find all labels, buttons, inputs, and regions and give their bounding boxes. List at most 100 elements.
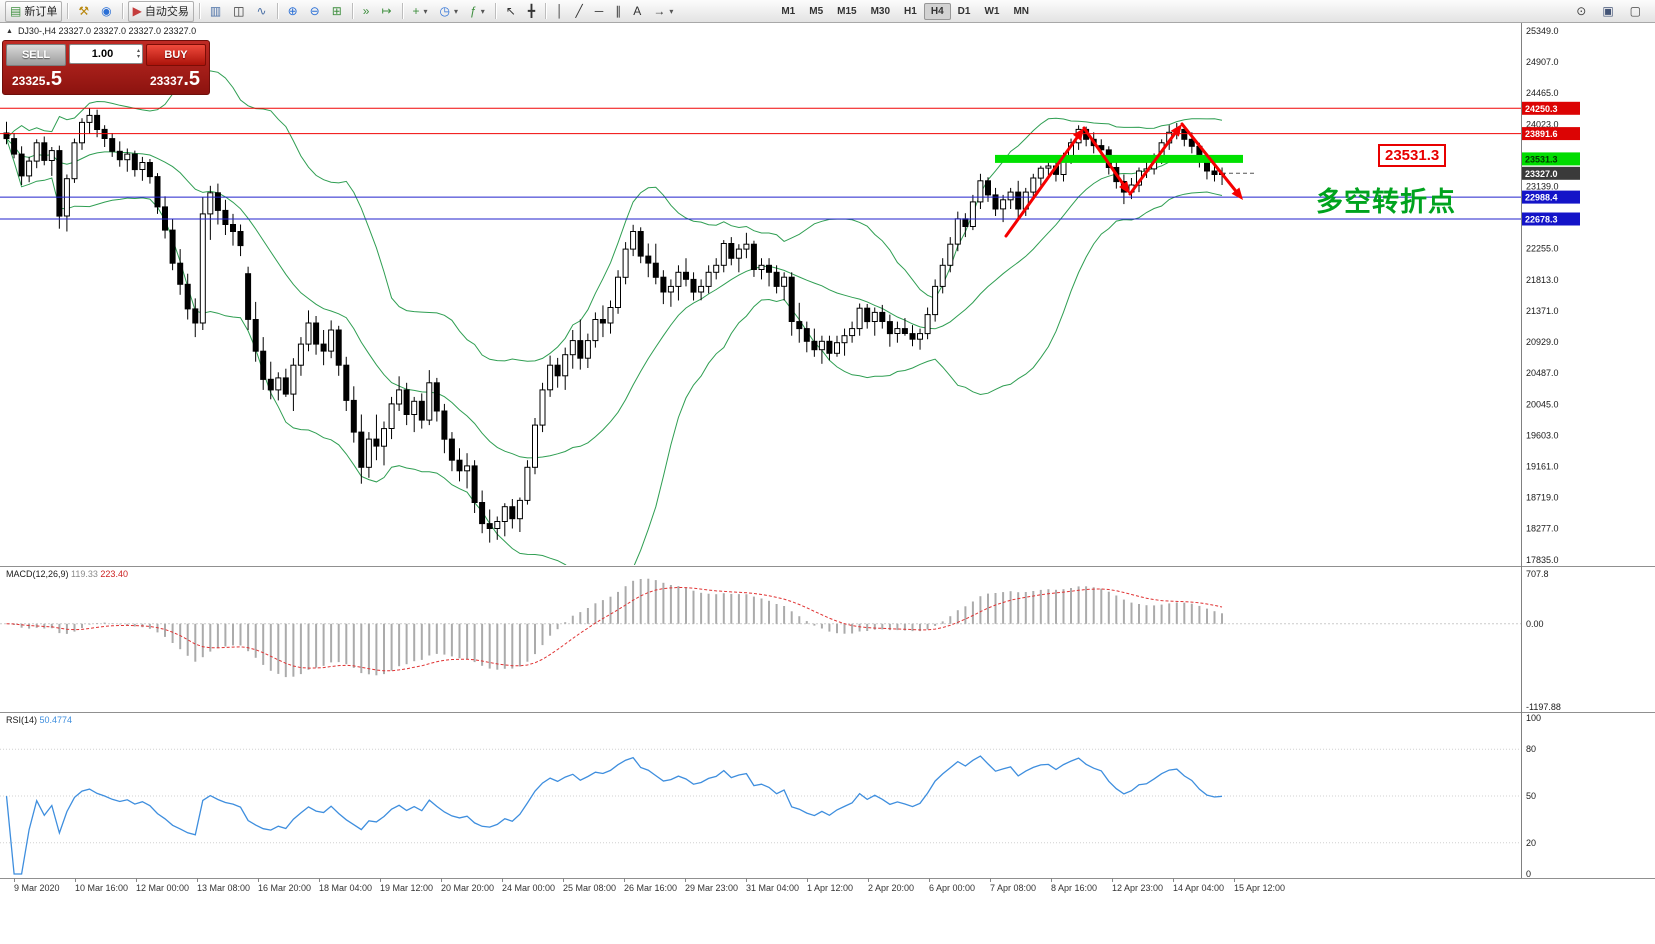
- svg-text:20 Mar 20:00: 20 Mar 20:00: [441, 883, 494, 893]
- symbol-title: ▲ DJ30-,H4 23327.0 23327.0 23327.0 23327…: [6, 26, 196, 36]
- strategy-tester-button[interactable]: ⚒: [73, 1, 94, 22]
- trendline-button[interactable]: ╱: [571, 1, 588, 22]
- horizontal-line-button[interactable]: ─: [590, 1, 609, 22]
- indicators-icon: ƒ: [470, 4, 477, 18]
- buy-button[interactable]: BUY: [146, 44, 206, 66]
- svg-text:707.8: 707.8: [1526, 569, 1549, 579]
- data-window-icon: ▣: [1602, 4, 1614, 18]
- svg-text:10 Mar 16:00: 10 Mar 16:00: [75, 883, 128, 893]
- support-zone-bar: [995, 154, 1243, 163]
- timeframe-m5-button[interactable]: M5: [809, 5, 824, 17]
- price-tag: [1522, 190, 1580, 204]
- chart-ohlc-title: DJ30-,H4 23327.0 23327.0 23327.0 23327.0: [17, 26, 197, 36]
- line-chart-button[interactable]: ∿: [252, 1, 272, 22]
- timeframe-m15-button[interactable]: M15: [837, 5, 857, 17]
- market-watch-button[interactable]: ◉: [96, 1, 116, 22]
- zoom-in-icon: ⊕: [287, 4, 298, 18]
- svg-text:6 Apr 00:00: 6 Apr 00:00: [929, 883, 975, 893]
- timeframe-h4-button[interactable]: H4: [923, 2, 951, 20]
- toolbar-divider: [121, 3, 123, 19]
- profiles-button[interactable]: ◷ ▾: [435, 1, 464, 22]
- price-axis[interactable]: 25349.0 24907.0 24465.0 24023.0 23139.0 22255…: [1521, 22, 1581, 878]
- timeframe-h1-button[interactable]: H1: [904, 5, 917, 17]
- svg-text:20045.0: 20045.0: [1526, 399, 1559, 409]
- volume-up-button[interactable]: ▴: [136, 48, 140, 54]
- channel-button[interactable]: ∥: [610, 1, 626, 22]
- text-label-button[interactable]: A: [628, 1, 646, 22]
- svg-text:0.00: 0.00: [1526, 619, 1544, 629]
- svg-text:8 Apr 16:00: 8 Apr 16:00: [1051, 883, 1097, 893]
- svg-text:100: 100: [1526, 713, 1541, 723]
- candlesticks: [3, 108, 1225, 543]
- dropdown-caret-icon: ▾: [423, 6, 428, 16]
- bollinger-bands: [6, 66, 1223, 565]
- price-tag: [1522, 127, 1580, 141]
- time-axis[interactable]: 9 Mar 2020 10 Mar 16:00 12 Mar 00:00 13 Mar…: [14, 878, 1285, 893]
- data-window-button[interactable]: ▣: [1597, 1, 1618, 22]
- svg-text:21371.0: 21371.0: [1526, 306, 1559, 316]
- new-order-button[interactable]: ▤ 新订单: [5, 0, 63, 22]
- macd-value: 119.33: [71, 569, 98, 579]
- chart-shift-button[interactable]: ↦: [376, 1, 396, 22]
- cursor-icon: ↖: [505, 4, 516, 18]
- macd-name: MACD(12,26,9): [6, 569, 69, 579]
- zoom-in-button[interactable]: ⊕: [283, 1, 303, 22]
- zoom-out-button[interactable]: ⊖: [305, 1, 325, 22]
- new-chart-button[interactable]: + ▾: [408, 1, 433, 22]
- trendline-icon: ╱: [575, 4, 583, 18]
- arrows-tool-button[interactable]: → ▾: [648, 1, 678, 22]
- search-button[interactable]: ⊙: [1571, 1, 1591, 22]
- tile-windows-button[interactable]: ⊞: [327, 1, 347, 22]
- svg-text:9 Mar 2020: 9 Mar 2020: [14, 883, 60, 893]
- autotrading-icon: ▶: [132, 4, 142, 18]
- svg-text:17835.0: 17835.0: [1526, 555, 1559, 565]
- one-click-trading-panel: SELL ▴ ▾ BUY 23325.5 23337.5: [2, 40, 210, 95]
- crosshair-icon: ╋: [527, 4, 536, 18]
- tile-windows-icon: ⊞: [331, 4, 342, 18]
- market-watch-icon: ◉: [101, 4, 112, 18]
- sell-button[interactable]: SELL: [6, 44, 66, 66]
- svg-text:22678.3: 22678.3: [1525, 214, 1558, 224]
- toolbar-divider: [545, 3, 547, 19]
- svg-text:18277.0: 18277.0: [1526, 524, 1559, 534]
- svg-text:25 Mar 08:00: 25 Mar 08:00: [563, 883, 616, 893]
- new-order-icon: ▤: [10, 4, 22, 18]
- toolbar-buttons: ▤ 新订单 ⚒ ◉ ▶ 自动交易 ▥ ◫ ∿ ⊕ ⊖ ⊞» ↦ + ▾ ◷ ▾ ƒ ▾ ↖ ╋ │ ╱ ─ ∥ A → ▾: [4, 0, 679, 22]
- horizontal-levels: [0, 107, 1521, 220]
- autotrading-button-label: 自动交易: [144, 6, 189, 18]
- collapse-panel-icon[interactable]: ▲: [6, 27, 13, 35]
- svg-text:12 Apr 23:00: 12 Apr 23:00: [1112, 883, 1163, 893]
- zoom-out-icon: ⊖: [309, 4, 320, 18]
- channel-icon: ∥: [615, 4, 622, 18]
- timeframe-m30-button[interactable]: M30: [870, 5, 891, 17]
- svg-text:24 Mar 00:00: 24 Mar 00:00: [502, 883, 555, 893]
- timeframe-d1-button[interactable]: D1: [957, 5, 971, 17]
- crosshair-button[interactable]: ╋: [523, 1, 540, 22]
- timeframe-w1-button[interactable]: W1: [984, 5, 1000, 17]
- dropdown-caret-icon: ▾: [454, 6, 459, 16]
- timeframe-mn-button[interactable]: MN: [1013, 5, 1029, 17]
- timeframe-m1-button[interactable]: M1: [781, 5, 796, 17]
- svg-text:23531.3: 23531.3: [1525, 154, 1558, 164]
- svg-text:80: 80: [1526, 744, 1536, 754]
- volume-spinner: ▴ ▾: [135, 48, 142, 60]
- svg-text:26 Mar 16:00: 26 Mar 16:00: [624, 883, 677, 893]
- volume-input[interactable]: [70, 48, 135, 60]
- new-window-button[interactable]: ▢: [1625, 1, 1646, 22]
- cursor-button[interactable]: ↖: [501, 1, 521, 22]
- svg-text:29 Mar 23:00: 29 Mar 23:00: [685, 883, 738, 893]
- bar-chart-icon: ▥: [209, 4, 222, 18]
- svg-text:19161.0: 19161.0: [1526, 462, 1559, 472]
- volume-down-button[interactable]: ▾: [136, 54, 140, 60]
- candlestick-chart-button[interactable]: ◫: [228, 1, 249, 22]
- autotrading-button[interactable]: ▶ 自动交易: [127, 0, 194, 22]
- svg-text:23891.6: 23891.6: [1525, 129, 1558, 139]
- vertical-line-button[interactable]: │: [551, 1, 569, 22]
- auto-scroll-button[interactable]: »: [358, 1, 375, 22]
- indicators-button[interactable]: ƒ ▾: [465, 1, 490, 22]
- main-toolbar: ▤ 新订单 ⚒ ◉ ▶ 自动交易 ▥ ◫ ∿ ⊕ ⊖ ⊞» ↦ + ▾ ◷ ▾ ƒ ▾ ↖ ╋ │ ╱ ─ ∥ A → ▾ M1 M5 M…: [0, 0, 1655, 23]
- bar-chart-button[interactable]: ▥: [205, 1, 226, 22]
- line-chart-icon: ∿: [256, 4, 267, 18]
- macd-panel-plot: 707.8 0.00 -1197.88: [0, 569, 1561, 712]
